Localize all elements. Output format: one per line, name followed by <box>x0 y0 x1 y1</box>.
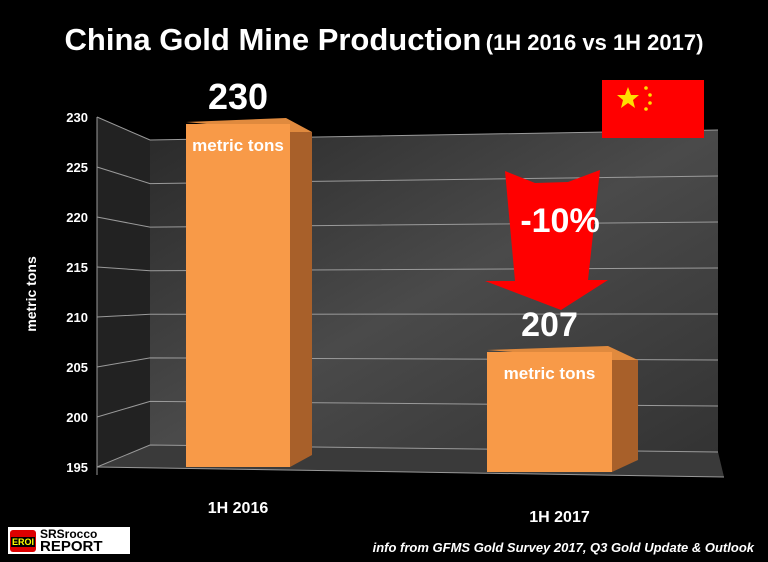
data-label: 207 <box>521 306 578 344</box>
gridline <box>96 116 719 141</box>
y-tick-label: 220 <box>66 210 88 225</box>
gridline <box>96 166 719 185</box>
y-tick-label: 210 <box>66 310 88 325</box>
bar-unit-label: metric tons <box>504 364 596 383</box>
x-tick-label: 1H 2017 <box>529 509 590 526</box>
data-label: 230 <box>208 76 268 117</box>
bar-front <box>186 124 290 467</box>
arrow-down-icon <box>485 170 608 310</box>
source-note: info from GFMS Gold Survey 2017, Q3 Gold… <box>372 540 754 555</box>
y-tick-label: 230 <box>66 110 88 125</box>
y-tick-label: 215 <box>66 260 88 275</box>
y-tick-label: 200 <box>66 410 88 425</box>
bar-front <box>487 352 612 472</box>
bar-unit-label: metric tons <box>192 136 284 155</box>
side-wall <box>97 117 150 467</box>
y-axis-label: metric tons <box>23 256 39 332</box>
x-tick-label: 1H 2016 <box>208 500 269 517</box>
percent-change-label: -10% <box>520 202 599 240</box>
bar-side <box>612 360 638 472</box>
bar-1H-2016: metric tons 230 1H 2016 <box>186 76 312 517</box>
bar-1H-2017: metric tons 207 1H 2017 <box>487 306 638 526</box>
y-tick-label: 225 <box>66 160 88 175</box>
decline-arrow: -10% <box>485 170 608 310</box>
y-tick-label: 205 <box>66 360 88 375</box>
gridline <box>96 313 719 318</box>
y-tick-label: 195 <box>66 460 88 475</box>
bar-side <box>290 132 312 467</box>
srsrocco-logo: EROI SRSrocco REPORT <box>8 527 130 554</box>
china-flag-icon <box>602 80 704 138</box>
x-axis-line <box>96 466 725 478</box>
chart-title: China Gold Mine Production (1H 2016 vs 1… <box>64 22 704 57</box>
